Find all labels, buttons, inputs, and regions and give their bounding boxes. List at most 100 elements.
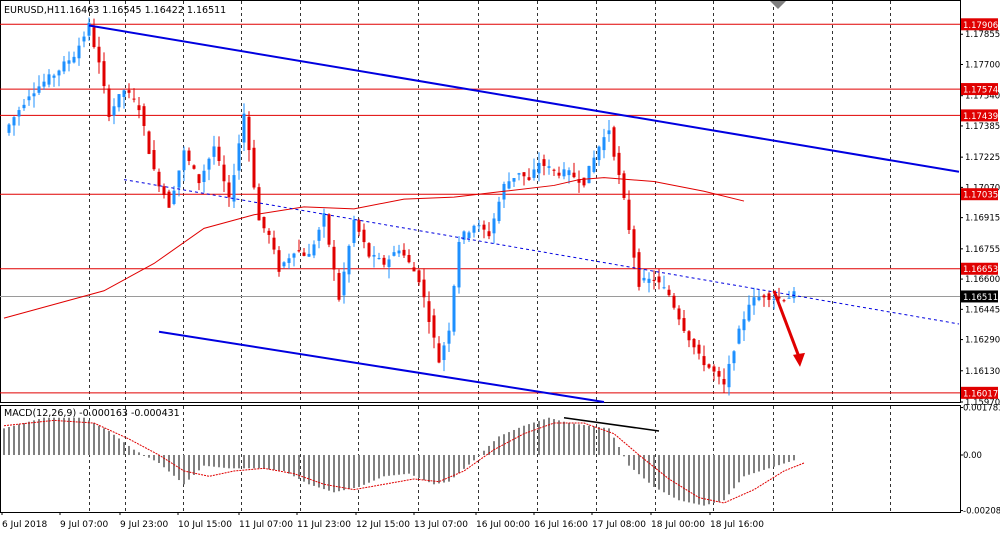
y-tick-label: 1.17540 — [965, 92, 1000, 102]
current-price-label: 1.16511 — [963, 293, 998, 303]
macd-histogram-bar — [513, 429, 515, 456]
candle-body — [577, 179, 581, 183]
macd-histogram-bar — [763, 455, 765, 470]
macd-histogram-bar — [223, 455, 225, 468]
grid — [0, 0, 961, 513]
macd-histogram-bar — [248, 455, 250, 469]
macd-histogram-bar — [288, 455, 290, 474]
x-tick-label: 9 Jul 23:00 — [120, 520, 169, 530]
macd-histogram-bar — [168, 455, 170, 472]
macd-histogram-bar — [573, 423, 575, 456]
macd-histogram-bar — [523, 425, 525, 456]
candle-body — [692, 338, 696, 348]
candle-body — [572, 172, 576, 178]
candle-body — [722, 378, 726, 385]
candle-body — [57, 70, 61, 76]
macd-histogram-bar — [13, 425, 15, 456]
candle-body — [302, 252, 306, 256]
macd-histogram-bar — [318, 455, 320, 488]
macd-histogram-bar — [563, 421, 565, 456]
candle-body — [727, 363, 731, 388]
ohlc-label: 1.16463 1.16545 1.16422 1.16511 — [60, 5, 226, 16]
candle-body — [382, 257, 386, 265]
candle-body — [42, 81, 46, 87]
macd-histogram-bar — [413, 455, 415, 476]
candle-body — [272, 237, 276, 250]
candle-body — [737, 328, 741, 344]
macd-histogram-bar — [673, 455, 675, 498]
macd-histogram-bar — [408, 455, 410, 474]
candle-body — [362, 229, 366, 243]
macd-histogram-bar — [228, 455, 230, 469]
macd-histogram-bar — [458, 455, 460, 474]
macd-histogram-bar — [273, 455, 275, 470]
candle-body — [507, 181, 511, 189]
candle-body — [642, 277, 646, 281]
macd-histogram-bar — [238, 455, 240, 469]
candle-body — [312, 244, 316, 256]
candle-body — [432, 315, 436, 338]
macd-histogram-bar — [193, 455, 195, 475]
macd-histogram-bar — [383, 455, 385, 477]
macd-histogram-bar — [173, 455, 175, 476]
current-price-tag — [961, 290, 998, 303]
macd-histogram-bar — [143, 455, 145, 457]
macd-histogram-bar — [298, 455, 300, 479]
macd-histogram-bar — [468, 455, 470, 465]
candle-body — [377, 258, 381, 260]
candle-body — [367, 243, 371, 257]
candle-body — [697, 344, 701, 354]
candle-body — [292, 253, 296, 258]
macd-histogram-bar — [698, 455, 700, 505]
candle-body — [457, 241, 461, 288]
candle-body — [542, 159, 546, 166]
candle-body — [122, 90, 126, 97]
macd-histogram-bar — [28, 421, 30, 456]
macd-histogram-bar — [583, 425, 585, 456]
macd-histogram-bar — [538, 420, 540, 456]
macd-histogram-bar — [38, 419, 40, 456]
candle-body — [622, 173, 626, 198]
macd-histogram-bar — [578, 424, 580, 456]
macd-histogram-bar — [98, 425, 100, 456]
candle-body — [7, 124, 11, 133]
level-price-label: 1.16653 — [963, 265, 998, 275]
macd-label: MACD(12,26,9) -0.000163 -0.000431 — [4, 408, 180, 419]
candle-body — [212, 146, 216, 157]
symbol-label: EURUSD,H1 — [4, 5, 60, 16]
candle-body — [182, 150, 186, 171]
candle-body — [337, 273, 341, 300]
macd-histogram-bar — [253, 455, 255, 469]
macd-histogram-bar — [493, 441, 495, 456]
candle-body — [607, 130, 611, 135]
macd-histogram-bar — [638, 455, 640, 475]
macd-histogram-bar — [793, 455, 795, 461]
shift-marker-icon[interactable] — [770, 1, 786, 9]
macd-histogram-bar — [3, 428, 5, 456]
candle-body — [537, 162, 541, 174]
level-price-tag — [961, 109, 998, 122]
moving-average-line — [3, 177, 745, 319]
candle-body — [67, 60, 71, 64]
candle-body — [702, 356, 706, 366]
macd-histogram-bar — [488, 445, 490, 456]
candle-body — [657, 276, 661, 283]
macd-histogram-bar — [58, 417, 60, 456]
candle-body — [612, 127, 616, 157]
candle-body — [222, 164, 226, 182]
candle-body — [227, 182, 231, 198]
x-tick-label: 13 Jul 07:00 — [414, 520, 468, 530]
candle-body — [517, 173, 521, 175]
macd-histogram-bar — [373, 455, 375, 481]
candle-body — [267, 230, 271, 235]
candle-body — [522, 172, 526, 177]
candle-body — [447, 330, 451, 344]
macd-histogram-bar — [588, 425, 590, 456]
level-price-tag — [961, 18, 998, 31]
candle-body — [752, 297, 756, 306]
candle-body — [322, 213, 326, 227]
candle-body — [52, 75, 56, 78]
macd-histogram-bar — [648, 455, 650, 483]
